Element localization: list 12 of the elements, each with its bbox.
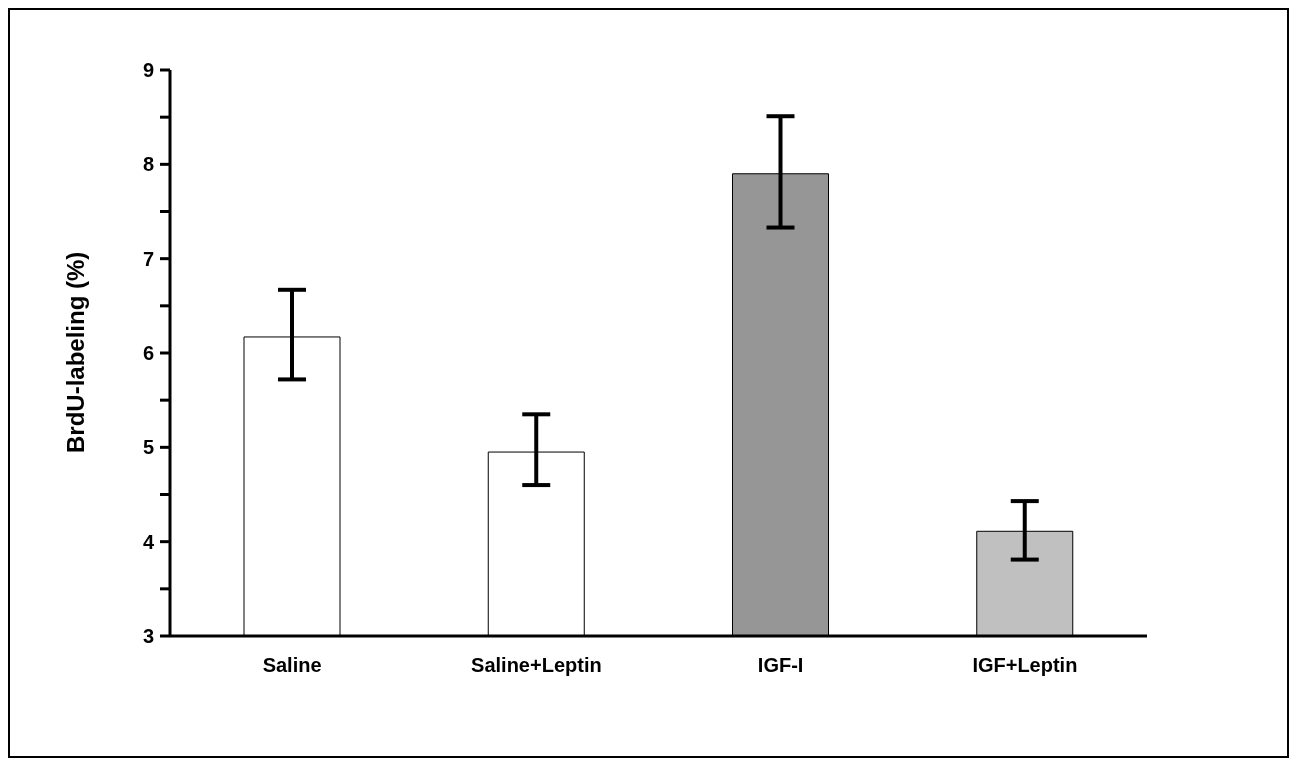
y-tick-label: 3 bbox=[142, 625, 154, 647]
y-tick-label: 9 bbox=[142, 59, 154, 81]
x-tick-label: Saline bbox=[262, 654, 322, 677]
x-tick-label: IGF+Leptin bbox=[972, 654, 1078, 677]
y-tick-label: 7 bbox=[142, 247, 154, 270]
y-tick-label: 8 bbox=[142, 153, 154, 176]
x-tick-label: IGF-I bbox=[757, 654, 804, 677]
y-axis-title: BrdU-labeling (%) bbox=[61, 251, 89, 453]
x-tick-label: Saline+Leptin bbox=[471, 654, 602, 677]
y-tick-label: 6 bbox=[142, 342, 154, 364]
y-tick-label: 4 bbox=[142, 530, 155, 553]
y-tick-label: 5 bbox=[142, 436, 154, 459]
